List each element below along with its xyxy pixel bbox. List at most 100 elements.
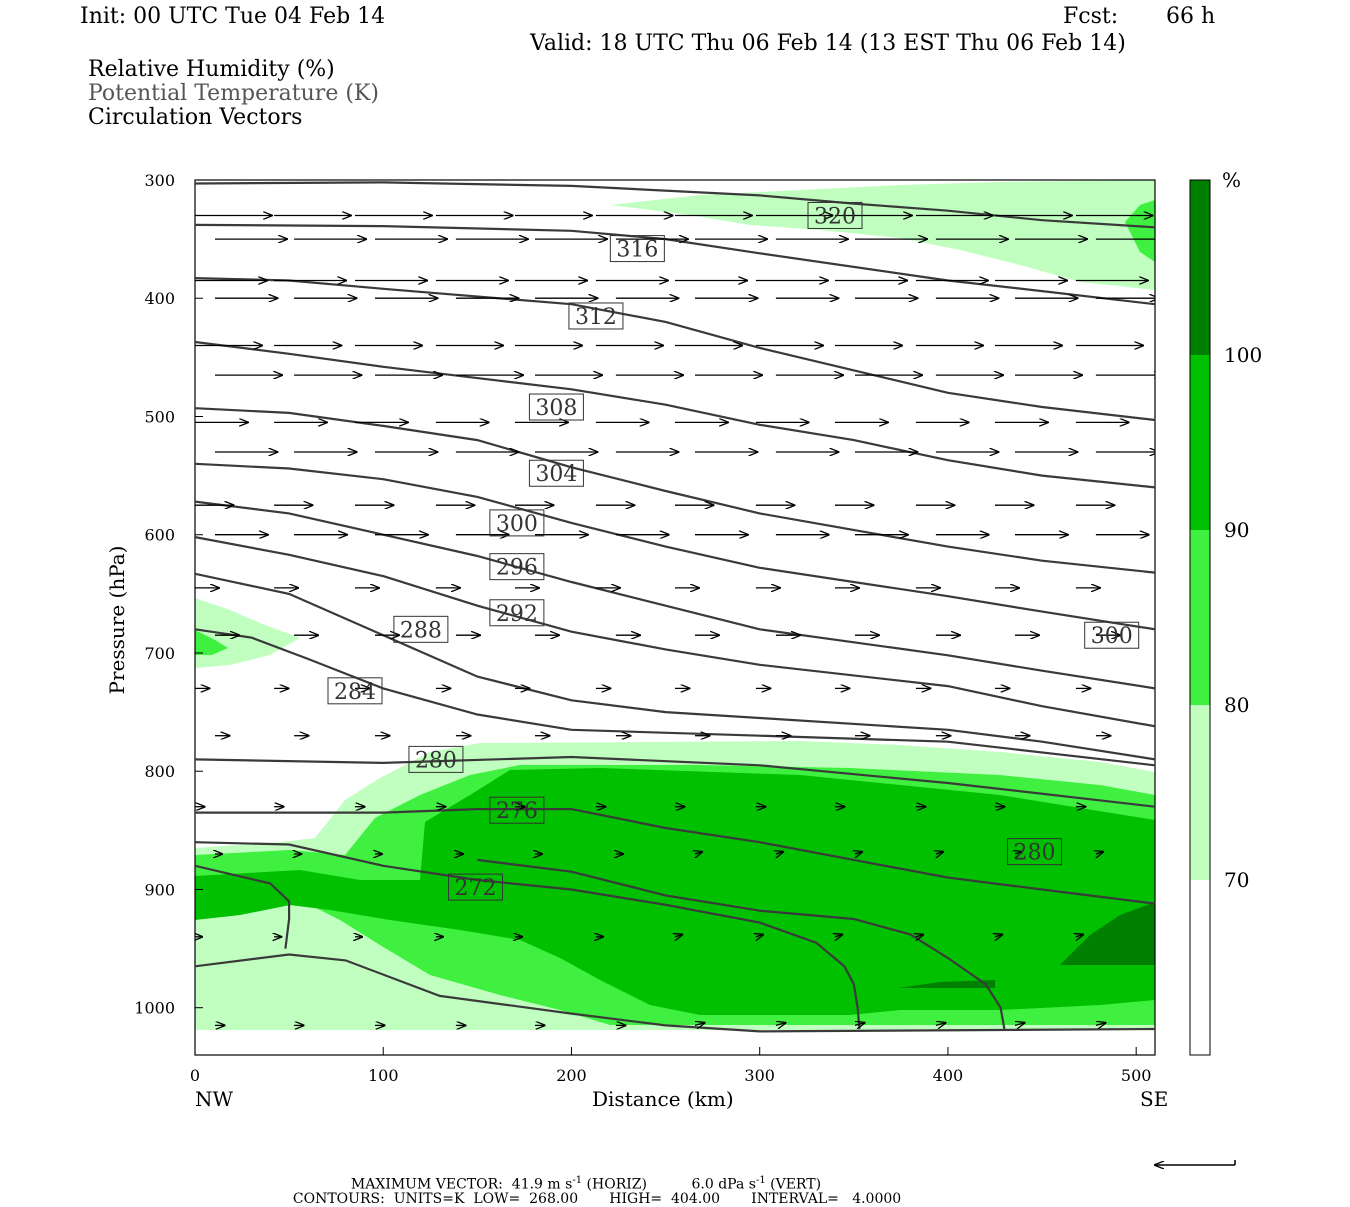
y-tick-label-500: 500 [144,407,175,426]
theta-contour-288-8 [195,572,1155,761]
footer-max-vert-tail: (VERT) [770,1176,822,1193]
theta-label-box-5 [489,509,545,537]
theta-label-0: 320 [814,204,856,229]
theta-contour-272-14 [477,858,1006,1030]
theta-label-7: 292 [496,602,538,627]
theta-label-13: 280 [1014,841,1056,866]
vector-15-10 [1015,852,1022,854]
theta-label-4: 304 [535,462,577,487]
theta-label-6: 296 [496,556,538,581]
rh-shade-80-left [195,630,228,655]
footer-max-vert-unit: dPa s [718,1176,756,1193]
colorbar-label-90: 90 [1224,518,1249,542]
theta-label-box-2 [568,302,624,330]
theta-contour-labels: 320 316 312 308 304 300 296 292 288 284 280 276 272 2… [327,201,1140,901]
y-tick-label-900: 900 [144,880,175,899]
vector-17-6 [694,1023,705,1026]
footer-max-horiz-tail: (HORIZ) [586,1176,647,1193]
valid-time: Valid: 18 UTC Thu 06 Feb 14 (13 EST Thu … [530,31,1126,56]
colorbar-swatch-90-100 [1190,355,1210,530]
theta-label-12: 272 [454,876,496,901]
footer-contours: CONTOURS: UNITS=K LOW= 268.00 HIGH= 404.… [284,1177,901,1207]
theta-contour-284-9 [195,628,1155,767]
footer-max-vert-value: 6.0 [691,1176,714,1193]
colorbar-frame [1189,179,1211,1056]
footer-interval: INTERVAL= 4.0000 [751,1191,902,1207]
theta-label-2: 312 [575,305,617,330]
theta-label-9: 284 [334,680,376,705]
theta-label-11: 276 [496,799,538,824]
vector-16-10 [995,935,1002,937]
theta-contour-308-3 [195,340,1155,489]
x-tick-label-100: 100 [368,1066,399,1085]
rh-shade-70-left [195,598,300,668]
colorbar-swatch-80-90 [1190,530,1210,705]
footer-contours-label: CONTOURS: [292,1191,385,1207]
forecast-label: Fcst: [1063,4,1119,29]
theta-contour-292-7 [195,536,1155,728]
forecast-hours: 66 h [1166,4,1216,29]
theta-contour-304-4 [195,407,1155,574]
theta-contour-280-11 [195,807,1155,905]
x-tick-label-400: 400 [933,1066,964,1085]
legend-relative-humidity: Relative Humidity (%) [88,57,335,82]
theta-label-box-9 [327,677,383,705]
rh-shade-90-low [195,768,1155,1015]
rh-shade-100-low [1060,902,1155,965]
theta-label-3: 308 [535,396,577,421]
y-tick-label-600: 600 [144,526,175,545]
theta-contour-272-13 [195,864,291,949]
theta-label-5: 300 [496,512,538,537]
theta-label-box-3 [528,393,584,421]
vector-17-8 [854,1023,865,1026]
x-tick-label-300: 300 [744,1066,775,1085]
y-tick-label-700: 700 [144,644,175,663]
theta-contour-268-15 [195,953,1155,1033]
x-tick-label-200: 200 [556,1066,587,1085]
legend-potential-temperature: Potential Temperature (K) [88,81,379,106]
theta-label-1: 316 [616,238,658,263]
legend-circulation-vectors: Circulation Vectors [88,105,303,130]
footer-max-vector: MAXIMUM VECTOR: 41.9 m s-1 (HORIZ) 6.0 d… [342,1158,821,1193]
theta-contour-312-2 [195,277,1155,422]
rh-shade-100-low-2 [898,980,995,988]
colorbar: % 100 90 80 70 [1189,168,1262,1056]
rh-shading [195,180,1155,1030]
vector-15-7 [776,852,783,854]
footer-low: LOW= 268.00 [473,1191,579,1207]
vector-16-6 [675,935,682,937]
theta-label-box-13 [1007,838,1063,866]
plot-frame [194,179,1156,1056]
y-tick-label-1000: 1000 [134,999,175,1018]
colorbar-label-70: 70 [1224,868,1249,892]
theta-label-box-11 [489,796,545,824]
theta-label-10: 280 [415,748,457,773]
y-tick-label-400: 400 [144,289,175,308]
theta-label-14: 300 [1091,624,1133,649]
circulation-vectors [195,216,1155,1026]
init-time: Init: 00 UTC Tue 04 Feb 14 [80,4,386,29]
theta-label-box-1 [609,235,665,263]
vector-15-11 [1096,852,1103,854]
footer-high: HIGH= 404.00 [609,1191,721,1207]
x-axis-title: Distance (km) [592,1087,734,1111]
footer-max-vector-label: MAXIMUM VECTOR: [350,1176,503,1193]
colorbar-label-80: 80 [1224,693,1249,717]
theta-contour-296-6 [195,500,1155,690]
footer-exponent: -1 [572,1175,583,1186]
theta-contour-320-0 [195,181,1155,229]
theta-label-box-14 [1084,621,1140,649]
vector-16-7 [756,935,763,937]
footer-exponent-vert: -1 [755,1175,766,1186]
vector-16-11 [1076,935,1083,937]
theta-contour-276-12 [195,841,861,1030]
theta-contour-316-1 [195,223,1155,306]
vector-17-10 [1014,1023,1025,1026]
colorbar-swatch-below-70 [1190,880,1210,1055]
footer-max-horiz-value: 41.9 [511,1176,543,1193]
theta-label-box-10 [408,745,464,773]
vector-15-9 [936,852,943,854]
footer-max-horiz-unit: m s [547,1176,573,1193]
colorbar-unit: % [1222,168,1241,192]
